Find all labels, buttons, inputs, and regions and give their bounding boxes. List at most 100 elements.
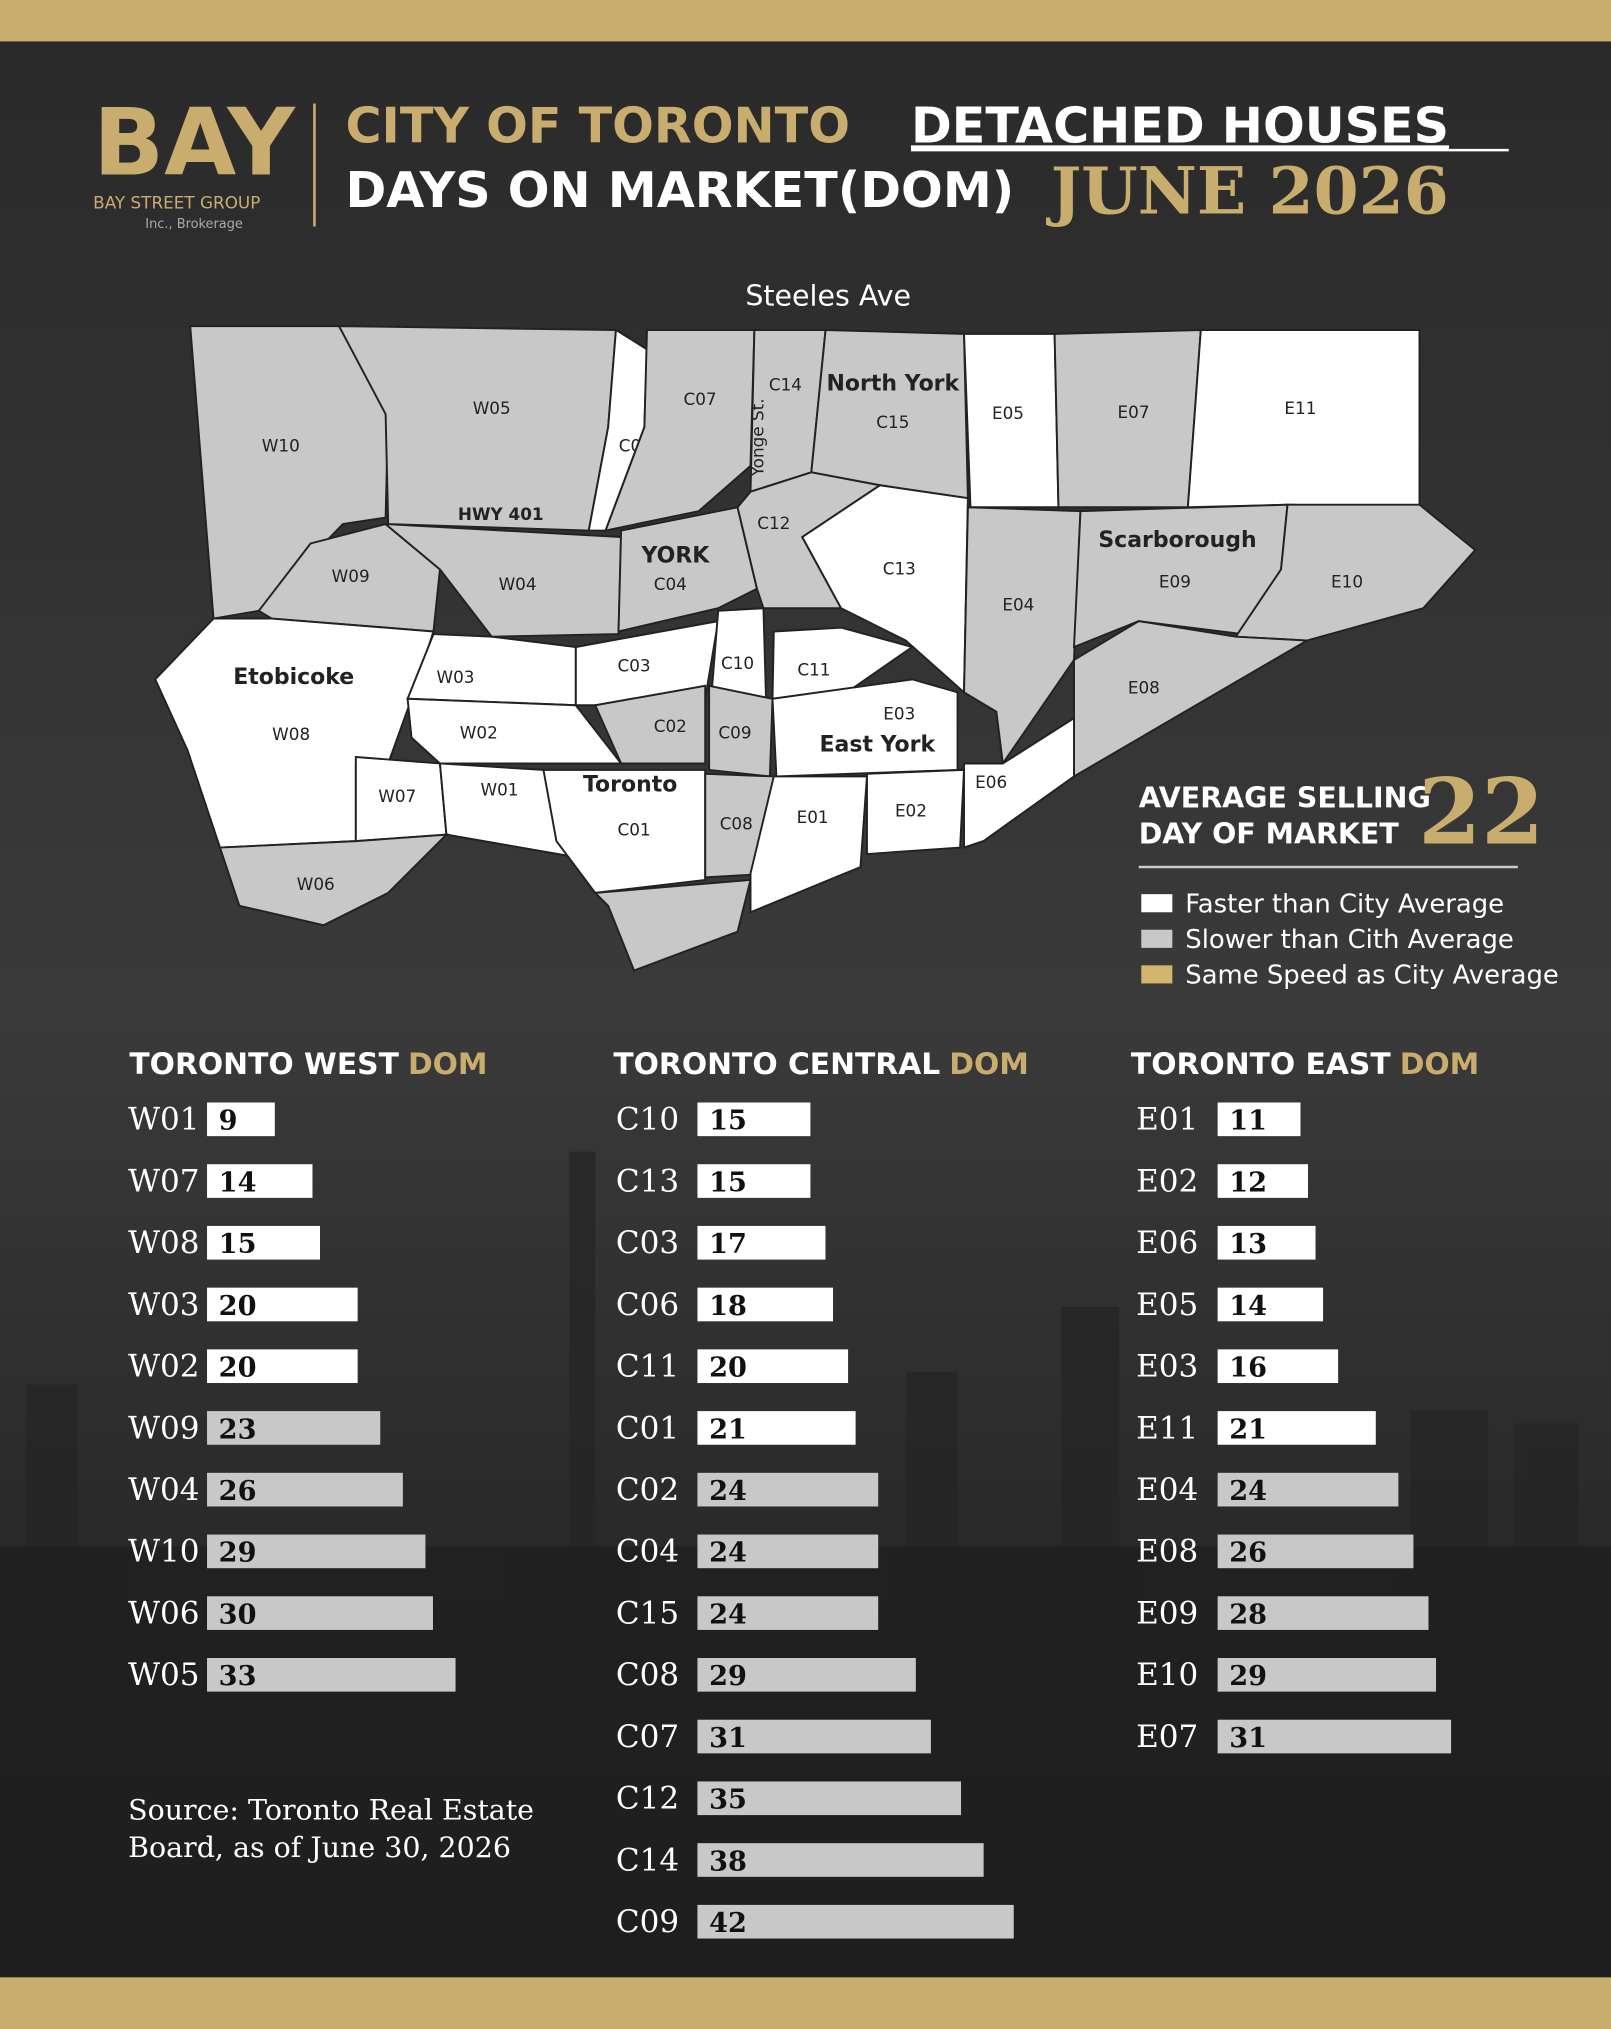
category-label: E04 [1136, 1472, 1198, 1508]
district-label: W02 [460, 723, 498, 743]
bar [697, 1349, 849, 1384]
category-label: E05 [1136, 1287, 1198, 1323]
district-label: E07 [1118, 402, 1150, 422]
value-label: 31 [709, 1722, 747, 1754]
category-label: W10 [128, 1534, 199, 1570]
value-label: 24 [709, 1598, 747, 1630]
company: BAY STREET GROUP [93, 192, 260, 212]
value-label: 29 [709, 1660, 747, 1692]
street-label: Steeles Ave [745, 279, 911, 312]
value-label: 30 [219, 1598, 257, 1630]
district-label: W06 [297, 874, 335, 894]
district [1233, 503, 1477, 642]
category-label: W05 [128, 1657, 199, 1693]
district-label: E06 [975, 772, 1007, 792]
bar [697, 1904, 1014, 1939]
district [406, 633, 577, 707]
street-label: HWY 401 [458, 504, 544, 524]
bar [1217, 1225, 1316, 1260]
bar [207, 1225, 321, 1260]
district [1186, 329, 1453, 533]
district [800, 484, 969, 695]
district-label: E11 [1284, 398, 1316, 418]
chart-title-highlight: DOM [408, 1047, 488, 1082]
district-label: W04 [499, 574, 537, 594]
value-label: 29 [219, 1537, 257, 1569]
district [218, 833, 449, 927]
value-label: 28 [1229, 1598, 1267, 1630]
bar [697, 1411, 856, 1445]
category-label: W04 [128, 1472, 199, 1508]
bar [1217, 1657, 1437, 1692]
chart-title-highlight: DOM [1400, 1047, 1480, 1082]
category-label: C01 [616, 1410, 679, 1446]
category-label: E07 [1136, 1719, 1198, 1755]
district [963, 716, 1075, 849]
charts: TORONTO WEST DOM W01 9 W07 14 W08 15 W03 20 W02 20 W… [128, 1047, 1479, 1940]
bar [1217, 1349, 1339, 1384]
value-label: 24 [709, 1537, 747, 1569]
district-label: W03 [436, 667, 474, 687]
bar [697, 1596, 879, 1630]
district [749, 775, 869, 914]
value-label: 13 [1229, 1228, 1267, 1260]
district-label: C02 [654, 716, 687, 736]
legend-swatch [1141, 965, 1173, 984]
category-label: C12 [616, 1781, 679, 1817]
district-label: E01 [797, 807, 829, 827]
value-label: 38 [709, 1845, 747, 1877]
value-label: 20 [219, 1352, 257, 1384]
logo: BAY [93, 89, 296, 197]
bar [1217, 1719, 1452, 1754]
bar [697, 1781, 962, 1816]
value-label: 14 [219, 1166, 257, 1198]
chart-title: TORONTO EAST DOM [1131, 1047, 1479, 1082]
legend-average-value: 22 [1418, 760, 1544, 866]
district [865, 768, 966, 856]
bar [207, 1472, 403, 1507]
value-label: 15 [709, 1105, 747, 1137]
bar [207, 1534, 426, 1569]
district-label: C01 [617, 820, 650, 840]
bar [697, 1534, 879, 1569]
category-label: C07 [616, 1719, 679, 1755]
district [382, 522, 623, 638]
area-name: Etobicoke [233, 665, 354, 690]
source: Board, as of June 30, 2026 [128, 1831, 511, 1864]
category-label: C11 [616, 1349, 679, 1385]
value-label: 9 [219, 1105, 238, 1137]
value-label: 20 [709, 1352, 747, 1384]
legend-average-label: DAY OF MARKET [1139, 818, 1400, 851]
district-label: W01 [480, 780, 518, 800]
category-label: E02 [1136, 1163, 1198, 1199]
legend-label: Faster than City Average [1185, 889, 1504, 919]
bar [697, 1164, 811, 1198]
district-label: E05 [992, 403, 1024, 423]
legend-swatch [1141, 929, 1173, 948]
chart-title: TORONTO CENTRAL DOM [613, 1047, 1029, 1082]
chart-title-text: TORONTO CENTRAL [613, 1047, 940, 1082]
legend-average-label: AVERAGE SELLING [1139, 781, 1431, 814]
bar [697, 1225, 826, 1260]
value-label: 21 [1229, 1413, 1267, 1445]
bar [697, 1719, 931, 1754]
value-label: 26 [219, 1475, 257, 1507]
title-gold: CITY OF TORONTO [345, 96, 850, 154]
bar [1217, 1472, 1399, 1507]
bar [1217, 1411, 1376, 1445]
bar [1217, 1164, 1309, 1198]
title-white: DETACHED HOUSES [911, 96, 1449, 154]
chart-title-text: TORONTO EAST [1131, 1047, 1391, 1082]
category-label: W03 [128, 1287, 199, 1323]
value-label: 15 [709, 1166, 747, 1198]
district [771, 626, 915, 707]
district-label: W09 [332, 566, 370, 586]
category-label: E06 [1136, 1225, 1198, 1261]
legend: Faster than City Average Slower than Cith… [1141, 889, 1559, 990]
bar [1217, 1102, 1301, 1137]
area-name: Scarborough [1098, 528, 1256, 553]
bar [1217, 1534, 1414, 1569]
district-label: E04 [1002, 595, 1034, 615]
area-name: North York [827, 371, 961, 396]
category-label: E09 [1136, 1595, 1198, 1631]
